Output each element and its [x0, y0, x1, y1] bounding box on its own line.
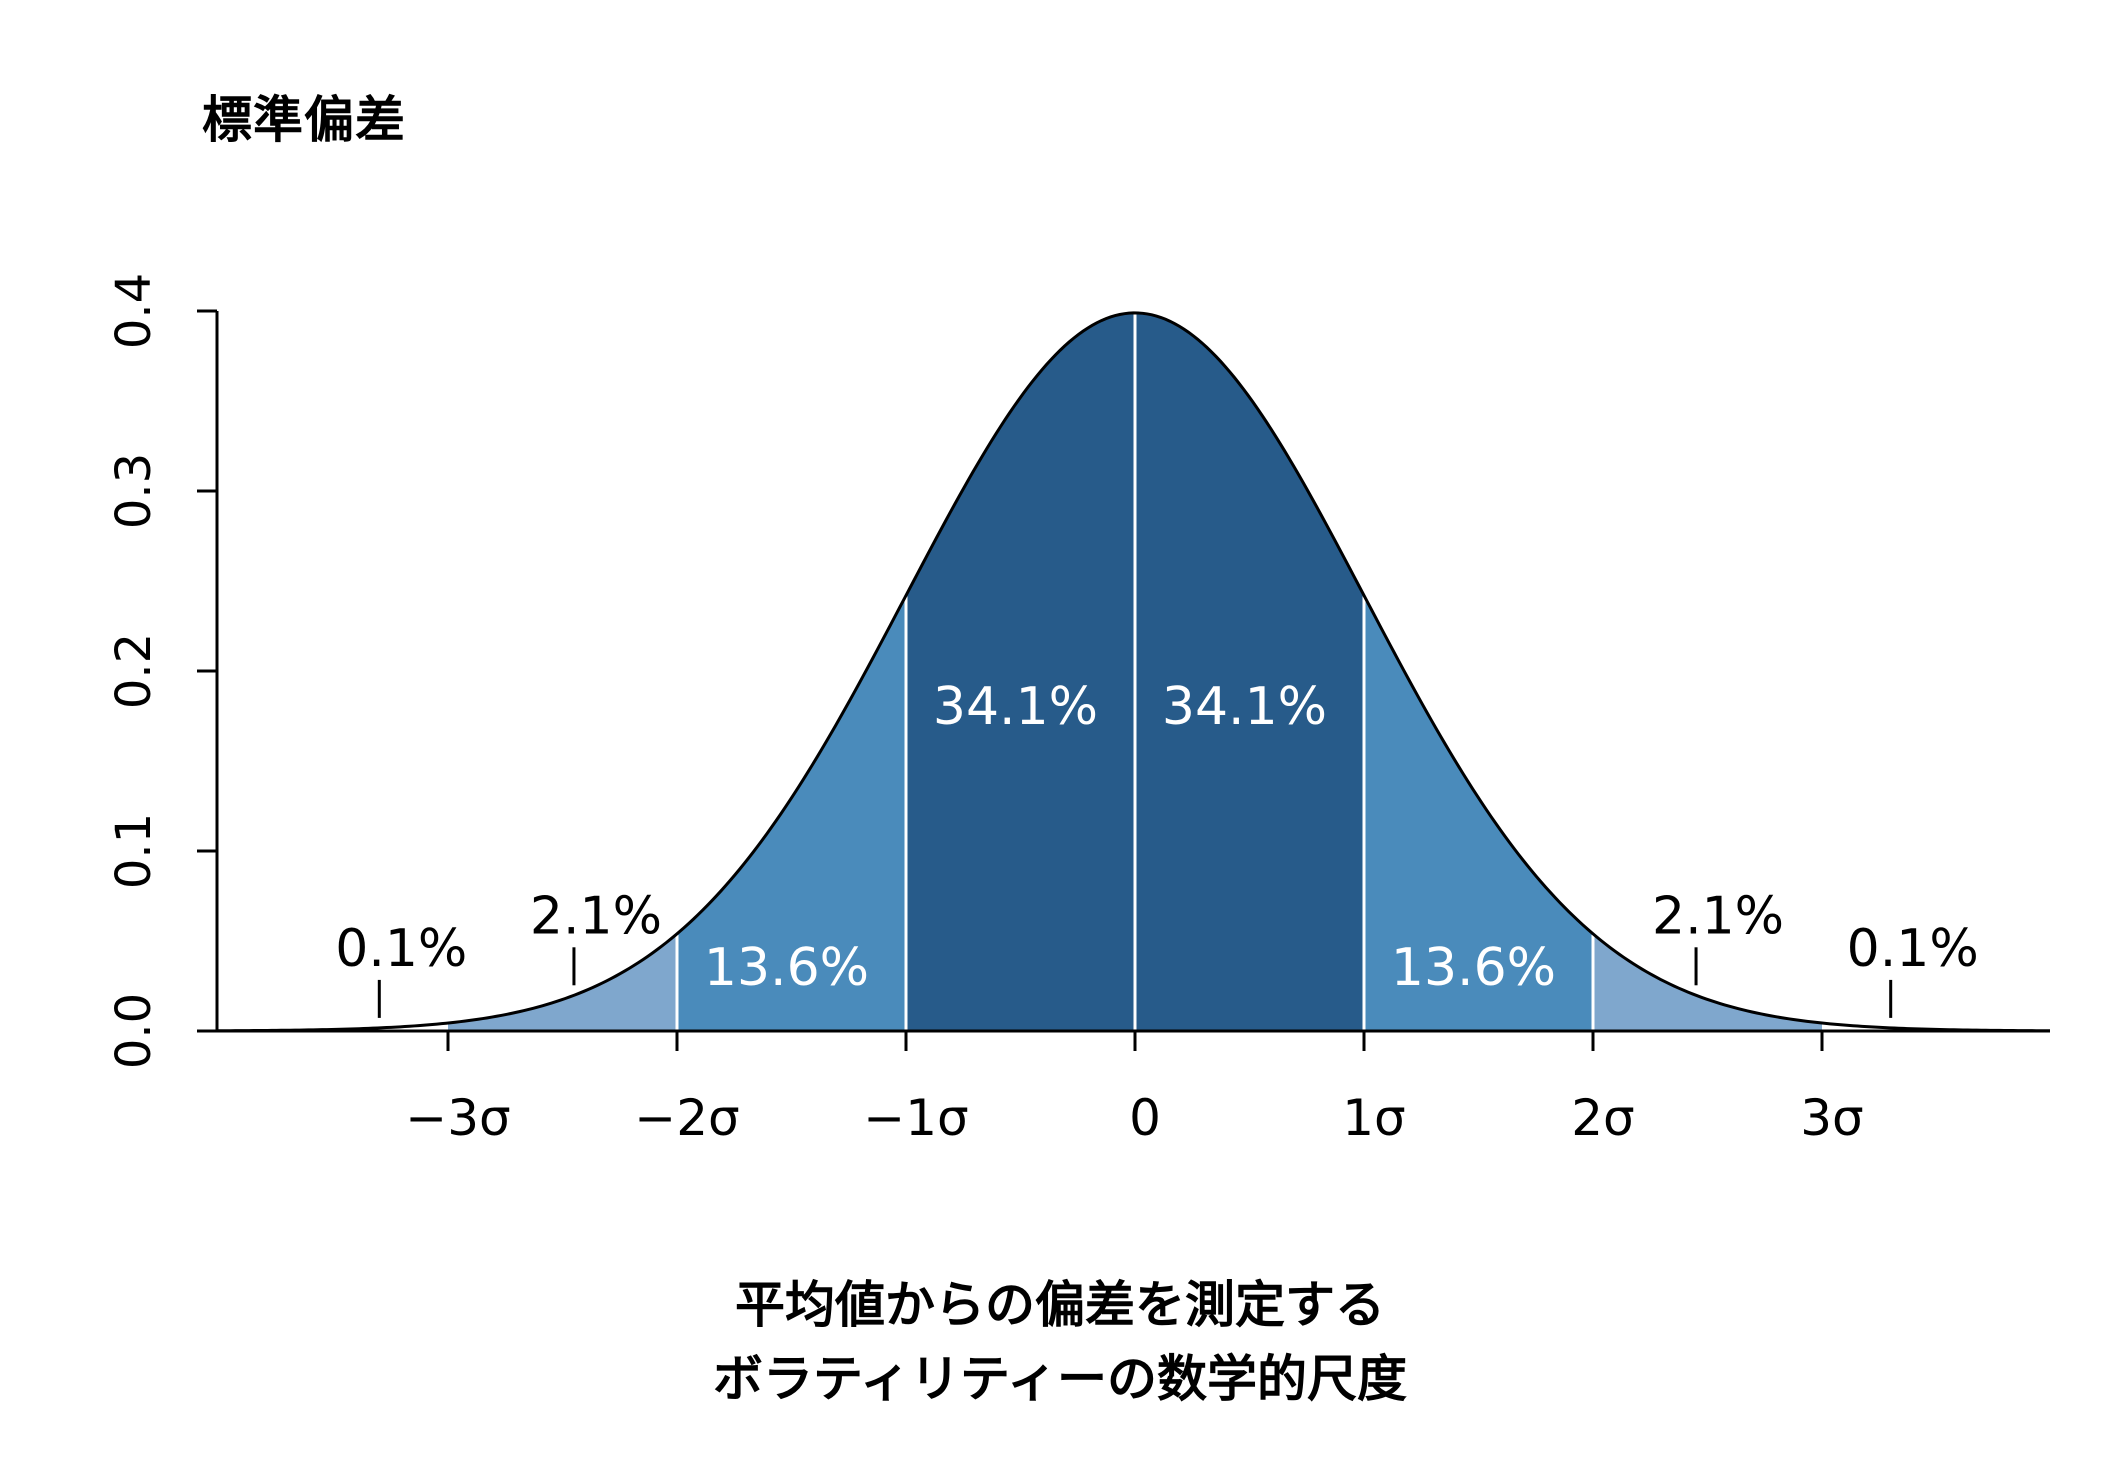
- separators-layer: [675, 313, 1595, 1031]
- tail-percent-label: 0.1%: [1847, 919, 1979, 979]
- band-5: [1593, 933, 1822, 1031]
- x-axis-label-line-1: 平均値からの偏差を測定する: [735, 1276, 1385, 1334]
- x-tick-label: 2σ: [1571, 1089, 1635, 1147]
- x-axis-label: 平均値からの偏差を測定する ボラティリティーの数学的尺度: [0, 1268, 2120, 1416]
- x-tick-label: 3σ: [1800, 1089, 1864, 1147]
- y-tick-label: 0.0: [106, 993, 162, 1069]
- band-percent-label: 34.1%: [1162, 677, 1327, 737]
- x-axis-label-line-2: ボラティリティーの数学的尺度: [713, 1350, 1407, 1408]
- x-tick-label: 1σ: [1342, 1089, 1406, 1147]
- y-tick-label: 0.3: [106, 453, 162, 529]
- curve-layer: [216, 311, 2051, 1033]
- axes-layer: 0.0 0.1 0.2 0.3 0.4 −3σ −2σ −1σ 0 1σ 2σ 3σ: [106, 273, 2050, 1147]
- density-curve: [216, 311, 2051, 1033]
- band-0: [448, 933, 677, 1031]
- band-3: [1135, 312, 1364, 1031]
- x-tick-label: −3σ: [405, 1089, 510, 1147]
- band-percent-label: 13.6%: [704, 938, 869, 998]
- x-tick-label: −2σ: [634, 1089, 739, 1147]
- band-percent-label: 13.6%: [1391, 938, 1556, 998]
- tail-percent-label: 2.1%: [1652, 886, 1784, 946]
- tail-percent-label: 0.1%: [335, 919, 467, 979]
- band-2: [906, 312, 1135, 1031]
- y-tick-label: 0.4: [106, 273, 162, 349]
- y-tick-label: 0.2: [106, 633, 162, 709]
- x-tick-label: −1σ: [863, 1089, 968, 1147]
- band-percent-label: 34.1%: [933, 677, 1098, 737]
- chart-title: 標準偏差: [202, 91, 406, 149]
- tail-percent-label: 2.1%: [530, 886, 662, 946]
- x-tick-label: 0: [1129, 1089, 1161, 1147]
- labels-layer: 34.1% 34.1% 13.6% 13.6% 0.1% 2.1% 2.1% 0.1%: [335, 677, 1979, 1018]
- y-tick-label: 0.1: [106, 813, 162, 889]
